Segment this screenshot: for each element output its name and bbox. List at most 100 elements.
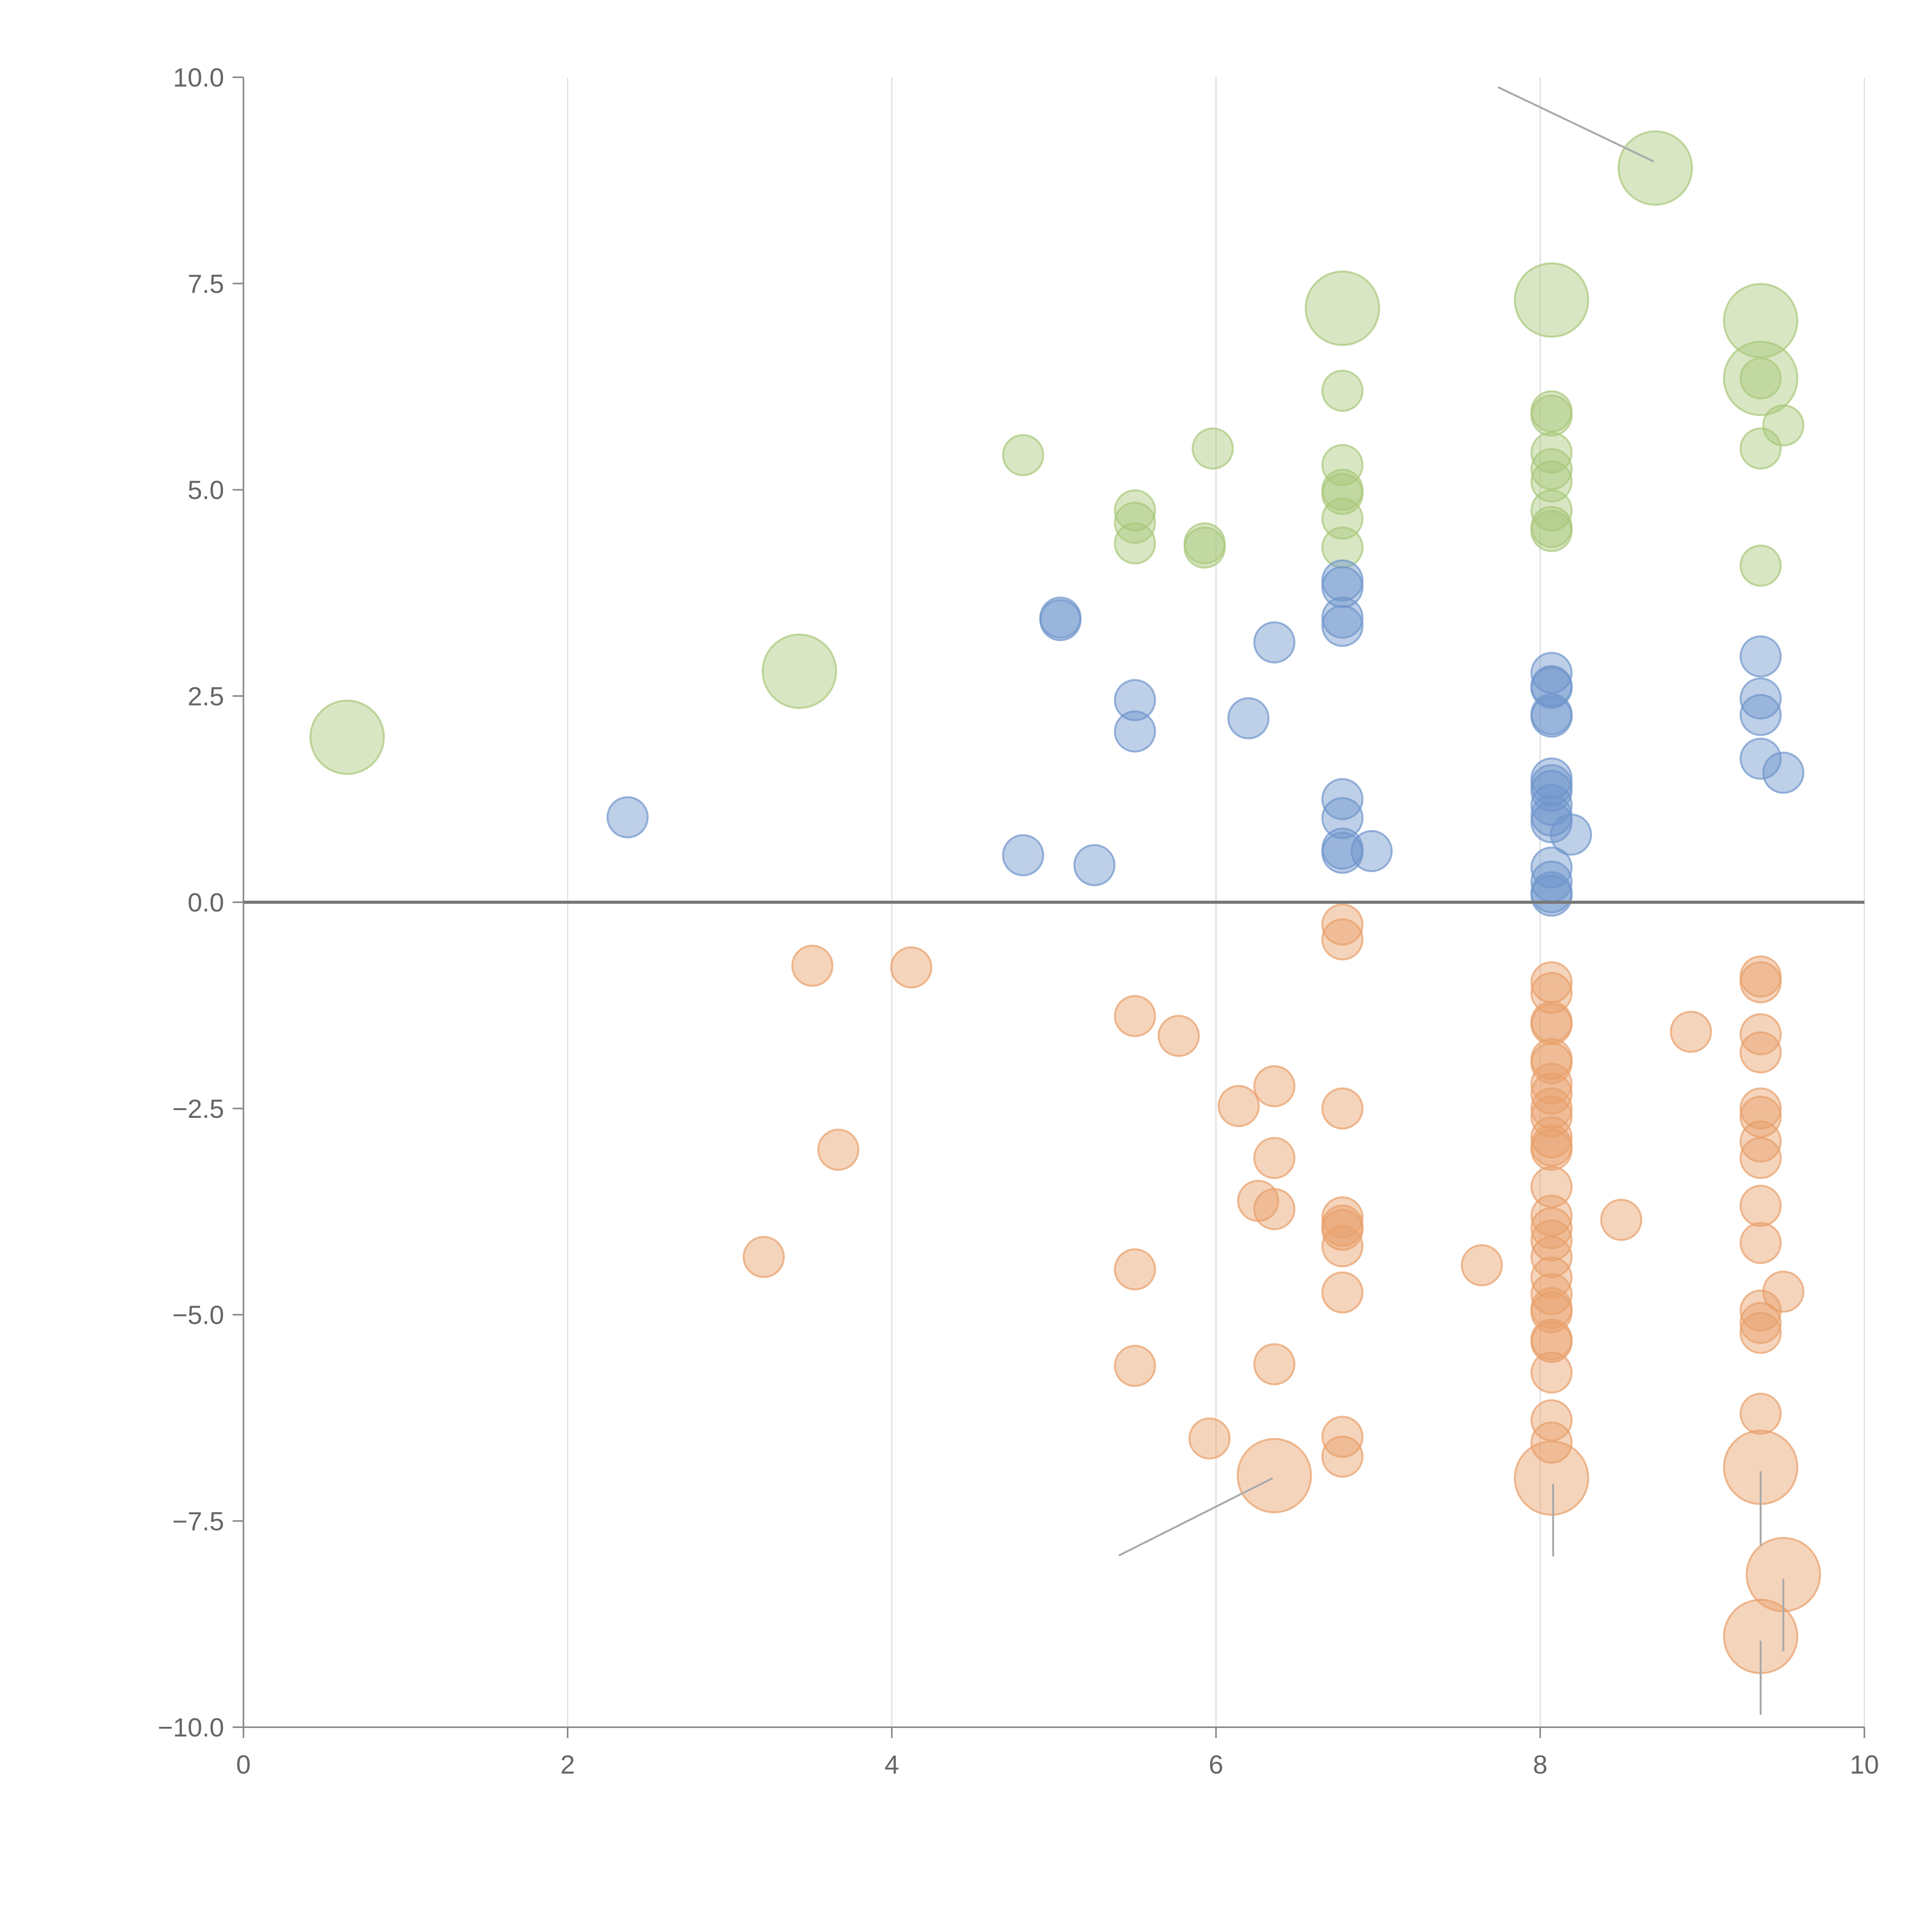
orange-point [1740,961,1782,1003]
orange-point [1321,1225,1364,1267]
blue-point [1740,694,1782,736]
orange-point [1530,1063,1573,1105]
orange-point [1114,1345,1156,1387]
axis-ticks [233,77,1865,1738]
label-leader-lines [1118,86,1784,1715]
orange-point [1321,1209,1364,1251]
green-point [1740,427,1782,470]
orange-point [1461,1244,1503,1286]
y-tick-label: 7.5 [187,269,224,299]
orange-point [1740,1393,1782,1435]
x-tick-label: 0 [236,1750,251,1779]
orange-point [1530,1072,1573,1115]
orange-point [1530,972,1573,1014]
orange-point [817,1129,860,1171]
x-tick-label: 10 [1850,1750,1879,1779]
orange-point [1600,1199,1643,1241]
y-axis-tick-labels: 10.0 7.5 5.0 2.5 0.0 −2.5 −5.0 −7.5 −10.… [158,63,224,1742]
orange-point [1114,995,1156,1037]
orange-point [1740,1013,1782,1056]
orange-point [1253,1065,1296,1107]
x-tick-label: 8 [1533,1750,1548,1779]
y-tick-label: −7.5 [172,1507,224,1536]
data-points [309,130,1821,1674]
orange-point [1321,1435,1364,1478]
orange-point [1321,1087,1364,1130]
blue-point [1002,834,1044,876]
blue-point [1321,605,1364,647]
orange-point [743,1236,785,1278]
green-point [1530,510,1573,552]
blue-point [1039,599,1082,641]
y-tick-label: −10.0 [158,1713,224,1742]
orange-point [1740,1302,1782,1344]
orange-point [1253,1137,1296,1179]
orange-point [1530,1421,1573,1464]
blue-point [1253,621,1296,663]
x-axis-tick-labels: 0 2 4 6 8 10 [236,1750,1879,1779]
green-point [1321,369,1364,412]
orange-point [1218,1085,1260,1127]
green-point [1114,489,1156,532]
green-point [1530,431,1573,474]
green-point [1530,448,1573,490]
green-point [1304,270,1380,346]
y-tick-label: −2.5 [172,1094,224,1124]
orange-point [1530,1321,1573,1363]
green-point [1114,522,1156,565]
blue-point [1530,770,1573,812]
blue-point [1740,738,1782,780]
blue-point [1350,830,1393,872]
blue-point [1740,677,1782,720]
green-point [1617,130,1693,206]
orange-point [1530,1273,1573,1315]
orange-point [1740,1222,1782,1264]
green-point [1514,262,1589,338]
green-point [309,699,385,775]
orange-point [1530,1219,1573,1262]
green-point [762,633,837,709]
orange-point [1253,1188,1296,1230]
orange-point [1530,1129,1573,1171]
blue-point [1530,696,1573,738]
green-point [1740,544,1782,587]
green-point [1192,427,1234,470]
blue-point [606,796,649,838]
x-tick-label: 6 [1209,1750,1223,1779]
orange-point [1740,1185,1782,1227]
orange-point [1740,1137,1782,1179]
blue-point [1550,813,1592,856]
blue-point [1530,651,1573,694]
orange-point [1530,1207,1573,1249]
blue-point [1073,844,1116,886]
orange-point [1114,1248,1156,1291]
orange-point [1514,1440,1589,1516]
green-point [1723,340,1799,416]
orange-point [1740,1095,1782,1138]
y-tick-label: −5.0 [172,1301,224,1330]
y-tick-label: 2.5 [187,682,224,711]
blue-point [1530,874,1573,917]
green-point [1762,404,1804,447]
orange-point [1530,1351,1573,1394]
orange-point [1158,1015,1200,1057]
orange-point [1321,1271,1364,1314]
orange-point [1530,1166,1573,1208]
orange-point [1321,903,1364,946]
green-point [1530,394,1573,437]
green-point [1321,473,1364,515]
orange-point [1740,1031,1782,1074]
green-point [1530,460,1573,503]
y-tick-label: 0.0 [187,888,224,917]
orange-point [1530,1003,1573,1046]
leader-line [1118,1477,1273,1557]
y-tick-label: 5.0 [187,476,224,505]
green-point [1184,526,1226,569]
orange-point [1188,1417,1231,1460]
orange-point [1762,1270,1804,1313]
green-point [1321,444,1364,486]
blue-point [1114,710,1156,753]
y-tick-label: 10.0 [173,63,224,92]
blue-point [1740,635,1782,678]
